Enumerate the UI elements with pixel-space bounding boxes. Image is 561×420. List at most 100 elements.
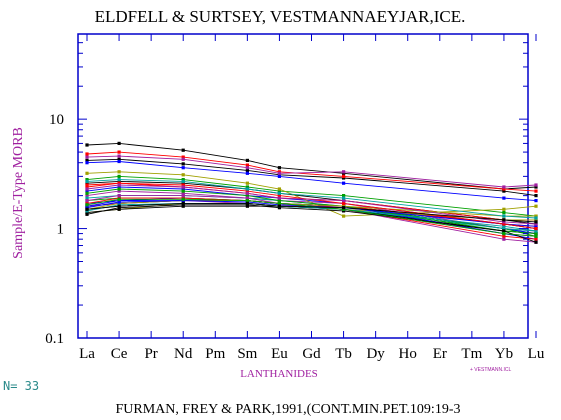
series-line-26 [86,204,537,243]
series-point [85,161,89,165]
series-point [502,229,506,233]
series-point [181,148,185,152]
y-axis-label: Sample/E-Type MORB [11,127,26,259]
series-point [181,201,185,205]
series-point [117,185,121,189]
series-point [534,240,538,244]
series-point [181,194,185,198]
x-tick-label-sm: Sm [237,346,257,362]
series-point [277,194,281,198]
series-point [85,181,89,185]
series-point [534,234,538,238]
x-tick-label-nd: Nd [174,346,193,362]
series-point [245,158,249,162]
series-point [85,152,89,156]
series-point [85,171,89,175]
series-point [85,183,89,187]
series-point [117,150,121,154]
x-tick-label-er: Er [433,346,447,362]
series-point [342,170,346,174]
x-tick-label-dy: Dy [366,346,385,362]
series-point [181,183,185,187]
series-point [534,232,538,236]
series-point [277,189,281,193]
series-point [245,187,249,191]
series-point [85,196,89,200]
series-point [502,218,506,222]
series-point [117,141,121,145]
series-point [277,199,281,203]
series-point [181,157,185,161]
reference-citation: FURMAN, FREY & PARK,1991,(CONT.MIN.PET.1… [116,402,461,417]
series-line-30 [86,182,537,230]
series-point [534,189,538,193]
series-point [534,194,538,198]
series-point [245,201,249,205]
y-tick-label: 10 [49,112,64,128]
series-line-3 [86,161,537,202]
series-point [245,171,249,175]
series-point [342,174,346,178]
series-line-22 [86,188,537,235]
plot-border [77,33,529,339]
series-point [117,194,121,198]
series-point [502,187,506,191]
series-line-33 [86,179,537,219]
series-point [534,185,538,189]
series-point [534,204,538,208]
series-point [181,191,185,195]
series-point [245,191,249,195]
series-point [277,174,281,178]
x-tick-label-ho: Ho [399,346,417,362]
series-point [85,194,89,198]
chart-title: ELDFELL & SURTSEY, VESTMANNAEYJAR,ICE. [95,7,466,26]
series-point [342,194,346,198]
series-point [277,191,281,195]
series-point [342,199,346,203]
series-line-32 [86,202,537,223]
series-point [85,203,89,207]
series-point [534,214,538,218]
series-point [85,155,89,159]
series-point [245,168,249,172]
series-point [342,201,346,205]
series-point [534,216,538,220]
series-point [502,222,506,226]
x-tick-label-lu: Lu [528,346,545,362]
x-tick-label-la: La [79,346,95,362]
x-tick-label-tm: Tm [461,346,482,362]
series-point [342,206,346,210]
series-point [117,183,121,187]
y-tick-label: 0.1 [45,331,64,347]
series-point [245,194,249,198]
x-tick-label-pr: Pr [144,346,157,362]
series-point [181,173,185,177]
series-point [342,196,346,200]
series-point [534,237,538,241]
series-point [342,214,346,218]
series-point [85,179,89,183]
series-point [502,185,506,189]
series-point [245,163,249,167]
x-axis-label: LANTHANIDES [240,368,318,380]
series-line-2 [86,158,537,197]
series-point [342,181,346,185]
x-axis-ticks: La Ce Pr Nd Pm Sm Eu Gd Tb Dy Ho Er Tm Yb Lu [79,34,545,362]
x-tick-label-pm: Pm [205,346,225,362]
series-line-31 [86,184,537,225]
y-axis-ticks: 0.1 1 10 [45,33,528,347]
series-point [85,212,89,216]
series-point [534,229,538,233]
series-point [502,224,506,228]
series-point [117,159,121,164]
series-layer [85,141,538,244]
series-point [181,185,185,189]
series-point [245,181,249,185]
series-point [85,187,89,191]
series-point [277,201,281,205]
series-point [85,185,89,189]
x-tick-label-ce: Ce [111,346,128,362]
series-point [181,187,185,191]
series-point [534,199,538,203]
